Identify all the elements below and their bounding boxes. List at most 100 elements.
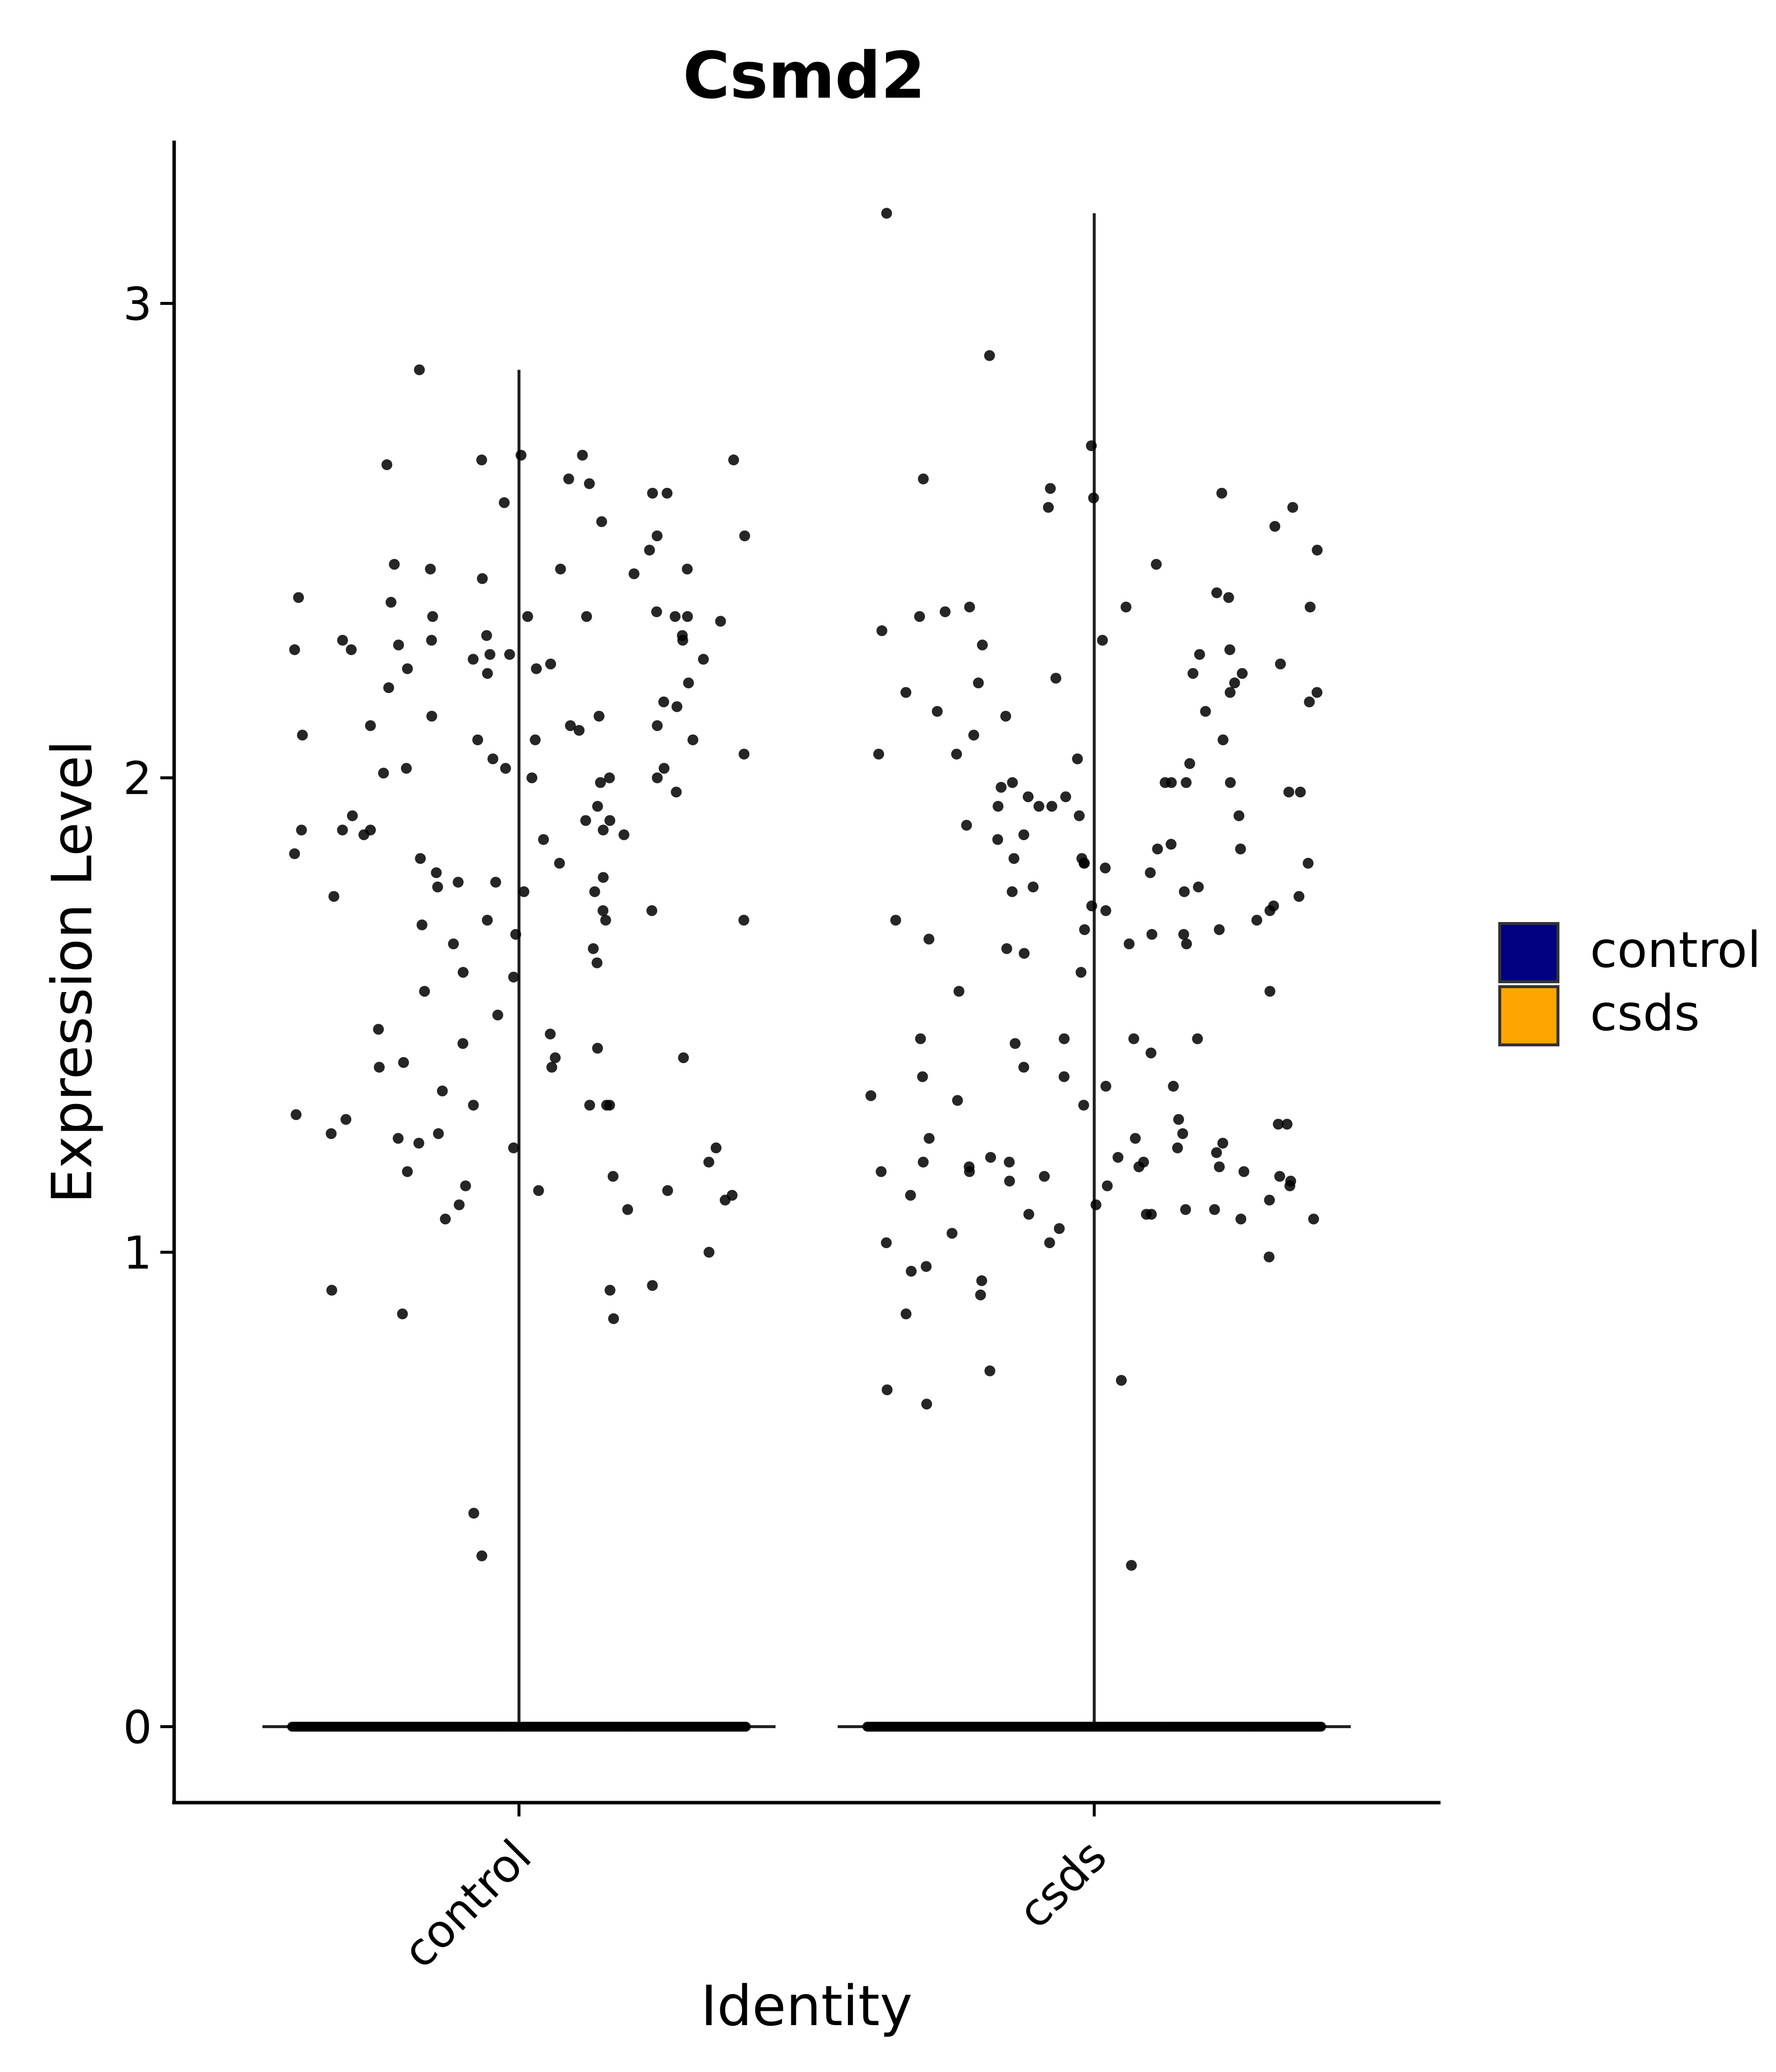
data-point bbox=[1023, 791, 1034, 803]
data-point bbox=[1193, 881, 1204, 892]
data-point bbox=[289, 644, 300, 655]
data-point bbox=[1224, 644, 1235, 655]
data-point bbox=[433, 1128, 444, 1139]
data-point bbox=[607, 1171, 619, 1182]
data-point bbox=[1123, 938, 1135, 950]
data-point bbox=[1018, 829, 1030, 841]
data-point bbox=[297, 730, 308, 741]
data-point bbox=[1214, 1161, 1225, 1173]
data-point bbox=[1078, 1100, 1089, 1111]
data-point bbox=[385, 596, 397, 608]
data-point bbox=[580, 815, 592, 826]
chart-title: Csmd2 bbox=[683, 38, 925, 113]
data-point bbox=[326, 1128, 337, 1139]
legend-label: control bbox=[1590, 921, 1761, 979]
data-point bbox=[651, 606, 662, 618]
data-point bbox=[504, 649, 515, 660]
data-point bbox=[1152, 843, 1163, 854]
data-point bbox=[993, 801, 1004, 812]
data-point bbox=[545, 658, 556, 669]
data-point bbox=[398, 1057, 409, 1068]
plot-area bbox=[262, 208, 1351, 1732]
data-point bbox=[608, 1313, 619, 1324]
data-point bbox=[499, 497, 510, 508]
data-point bbox=[1001, 943, 1012, 954]
data-point bbox=[1302, 857, 1314, 869]
data-point bbox=[415, 853, 426, 864]
y-axis-label: Expression Level bbox=[40, 740, 105, 1203]
data-point bbox=[538, 834, 549, 845]
data-point bbox=[698, 654, 709, 665]
data-point bbox=[961, 819, 972, 831]
data-point bbox=[881, 1237, 892, 1249]
data-point bbox=[1019, 948, 1030, 959]
data-point bbox=[419, 986, 430, 997]
data-point bbox=[1130, 1133, 1141, 1144]
data-point bbox=[457, 966, 469, 978]
data-point bbox=[1146, 1209, 1157, 1220]
data-point bbox=[890, 915, 901, 926]
data-point bbox=[1097, 634, 1108, 646]
data-point bbox=[917, 1071, 928, 1082]
data-point bbox=[1224, 687, 1236, 698]
data-point bbox=[1194, 649, 1205, 660]
data-point bbox=[468, 1508, 480, 1519]
data-point bbox=[1274, 1171, 1285, 1182]
data-point bbox=[482, 668, 493, 679]
data-point bbox=[918, 1156, 929, 1168]
data-point bbox=[555, 563, 566, 575]
data-point bbox=[554, 857, 565, 869]
data-point bbox=[1287, 502, 1298, 513]
data-point bbox=[531, 663, 542, 674]
data-point bbox=[389, 558, 400, 570]
data-point bbox=[915, 1033, 926, 1044]
data-point bbox=[652, 720, 663, 731]
data-point bbox=[477, 573, 488, 584]
data-point bbox=[289, 848, 300, 859]
data-point bbox=[973, 677, 984, 689]
data-point bbox=[1264, 905, 1276, 916]
data-point bbox=[984, 350, 995, 361]
data-point bbox=[738, 915, 749, 926]
data-point bbox=[1146, 929, 1157, 940]
data-point bbox=[448, 938, 459, 950]
data-point bbox=[1112, 1152, 1124, 1163]
data-point bbox=[1000, 710, 1011, 722]
data-point bbox=[1218, 734, 1229, 745]
data-point bbox=[577, 449, 588, 461]
data-point bbox=[905, 1189, 916, 1201]
data-point bbox=[1018, 1062, 1030, 1073]
data-point bbox=[1237, 668, 1248, 679]
data-point bbox=[1304, 601, 1316, 613]
data-point bbox=[939, 606, 951, 618]
data-point bbox=[476, 1550, 487, 1561]
data-point bbox=[427, 611, 438, 622]
data-point bbox=[529, 734, 541, 745]
data-point bbox=[1145, 867, 1156, 878]
data-point bbox=[977, 639, 988, 651]
data-point bbox=[924, 1133, 935, 1144]
data-point bbox=[1304, 696, 1315, 707]
data-point bbox=[457, 1038, 469, 1049]
data-point bbox=[951, 748, 962, 760]
data-point bbox=[588, 943, 599, 954]
data-point bbox=[601, 1100, 612, 1111]
data-point bbox=[677, 630, 688, 641]
data-point bbox=[1181, 938, 1192, 950]
data-point bbox=[414, 364, 425, 375]
data-point bbox=[597, 905, 609, 916]
data-point bbox=[652, 530, 663, 542]
data-point bbox=[1007, 777, 1018, 788]
data-point bbox=[522, 611, 533, 622]
data-point bbox=[1046, 801, 1058, 812]
data-point bbox=[1235, 843, 1246, 854]
data-point bbox=[953, 986, 964, 997]
data-point bbox=[952, 1095, 963, 1106]
data-point bbox=[1073, 810, 1085, 821]
data-point bbox=[1284, 1180, 1295, 1191]
data-point bbox=[1275, 658, 1286, 669]
data-point bbox=[432, 881, 444, 892]
data-point bbox=[604, 815, 616, 826]
data-point bbox=[1054, 1223, 1065, 1234]
data-point bbox=[492, 1009, 503, 1021]
